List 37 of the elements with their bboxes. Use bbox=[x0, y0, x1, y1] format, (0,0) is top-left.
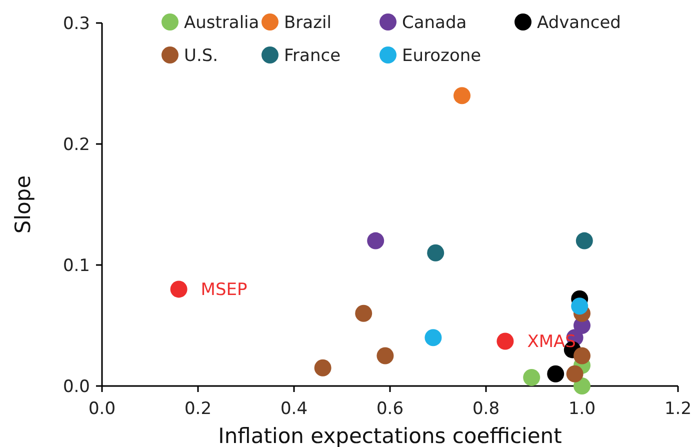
point bbox=[496, 332, 514, 350]
point bbox=[367, 232, 384, 250]
x-tick-label: 0.6 bbox=[376, 399, 404, 419]
point bbox=[571, 298, 588, 315]
legend-label: France bbox=[284, 46, 341, 66]
x-tick-label: 1.0 bbox=[568, 399, 596, 419]
legend-label: Australia bbox=[184, 13, 260, 33]
point bbox=[355, 304, 372, 322]
legend-label: U.S. bbox=[184, 46, 218, 66]
annotation: MSEP bbox=[200, 280, 248, 300]
x-axis-title: Inflation expectations coefficient bbox=[218, 424, 562, 447]
point bbox=[574, 378, 590, 394]
x-tick-label: 0.4 bbox=[280, 399, 308, 419]
x-tick-label: 0.2 bbox=[184, 399, 212, 419]
y-tick-label: 0.0 bbox=[62, 377, 90, 397]
legend-label: Canada bbox=[402, 13, 467, 33]
point bbox=[314, 359, 332, 376]
point bbox=[566, 365, 584, 382]
point bbox=[523, 369, 540, 386]
point bbox=[427, 244, 444, 262]
point bbox=[454, 87, 470, 104]
y-tick-label: 0.2 bbox=[62, 135, 90, 155]
legend-label: Eurozone bbox=[402, 46, 482, 66]
point bbox=[170, 280, 188, 298]
legend-label: Brazil bbox=[284, 13, 332, 33]
x-tick-label: 0.0 bbox=[88, 399, 116, 419]
point bbox=[547, 365, 564, 382]
point bbox=[574, 347, 590, 364]
point bbox=[424, 329, 442, 346]
y-axis-title: Slope bbox=[11, 175, 35, 234]
legend-label: Advanced bbox=[537, 13, 621, 33]
y-tick-label: 0.3 bbox=[62, 14, 90, 34]
point bbox=[376, 347, 394, 364]
x-tick-label: 0.8 bbox=[472, 399, 500, 419]
x-tick-label: 1.2 bbox=[664, 399, 692, 419]
point bbox=[576, 232, 593, 250]
y-tick-label: 0.1 bbox=[62, 256, 90, 276]
